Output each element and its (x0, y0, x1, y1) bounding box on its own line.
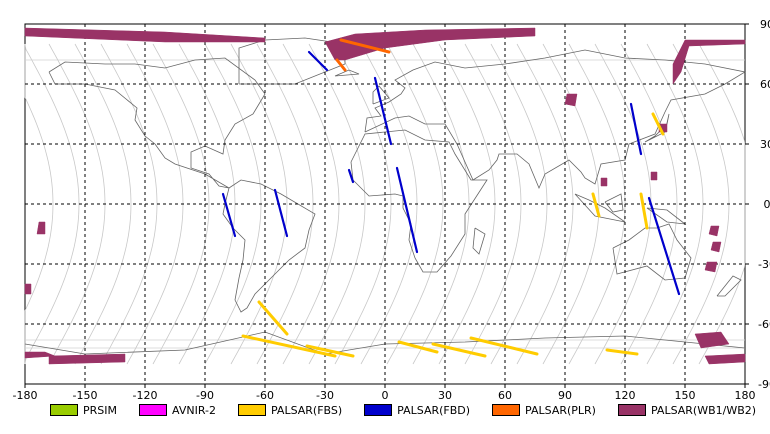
legend-swatch (492, 404, 520, 416)
y-tick-label: 30 (760, 138, 770, 151)
y-tick-label: -60 (758, 318, 770, 331)
coverage-area-wb (565, 94, 577, 106)
coverage-area-wb (651, 172, 657, 180)
legend-label: PALSAR(FBD) (397, 404, 470, 417)
legend-item-prsim: PRSIM (50, 404, 117, 417)
coverage-area-wb (601, 178, 607, 186)
y-tick-label: -30 (758, 258, 770, 271)
legend-label: PALSAR(PLR) (525, 404, 596, 417)
y-axis-ticks: 90 60 30 0 -30 -60 -90 (745, 18, 770, 391)
y-tick-label: 60 (760, 78, 770, 91)
legend-swatch (238, 404, 266, 416)
legend-label: AVNIR-2 (172, 404, 216, 417)
legend-item-avnir-2: AVNIR-2 (139, 404, 216, 417)
legend-item-palsar-fbs: PALSAR(FBS) (238, 404, 342, 417)
y-tick-label: 0 (764, 198, 770, 211)
legend-item-palsar-wb1-wb2: PALSAR(WB1/WB2) (618, 404, 756, 417)
legend-label: PALSAR(WB1/WB2) (651, 404, 756, 417)
legend-swatch (50, 404, 78, 416)
coverage-area-wb (711, 242, 721, 252)
legend-swatch (618, 404, 646, 416)
legend-swatch (139, 404, 167, 416)
legend-item-palsar-plr: PALSAR(PLR) (492, 404, 596, 417)
legend-swatch (364, 404, 392, 416)
coverage-area-wb (709, 226, 719, 236)
coverage-area-wb (25, 284, 31, 294)
y-tick-label: -90 (758, 378, 770, 391)
coverage-area-wb (705, 354, 745, 364)
legend: PRSIM AVNIR-2 PALSAR(FBS) PALSAR(FBD) PALSAR… (50, 401, 770, 419)
x-tick-label: -180 (13, 389, 38, 402)
legend-item-palsar-fbd: PALSAR(FBD) (364, 404, 470, 417)
coverage-area-wb (705, 262, 717, 272)
y-tick-label: 90 (760, 18, 770, 31)
legend-label: PRSIM (83, 404, 117, 417)
coverage-area-wb (49, 354, 125, 364)
legend-label: PALSAR(FBS) (271, 404, 342, 417)
